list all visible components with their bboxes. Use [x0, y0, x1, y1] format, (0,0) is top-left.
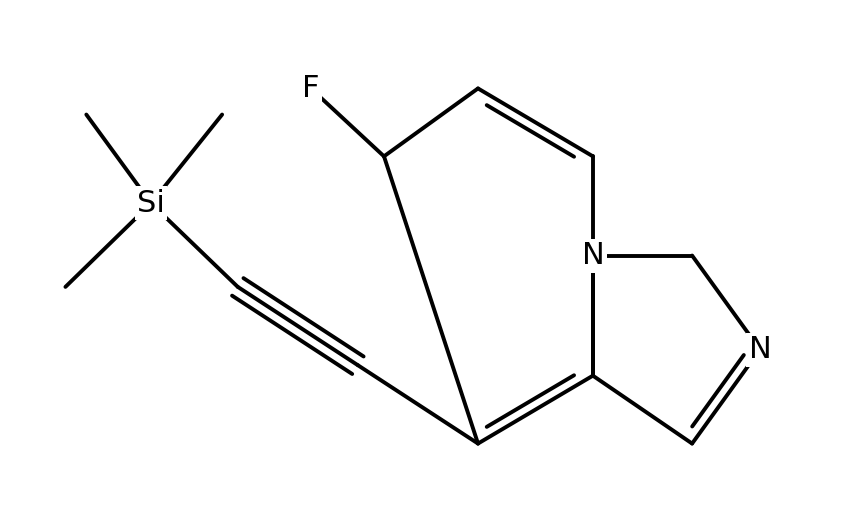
Text: N: N	[747, 335, 771, 364]
Text: N: N	[581, 241, 604, 270]
Text: F: F	[302, 74, 319, 103]
Text: Si: Si	[137, 189, 164, 218]
